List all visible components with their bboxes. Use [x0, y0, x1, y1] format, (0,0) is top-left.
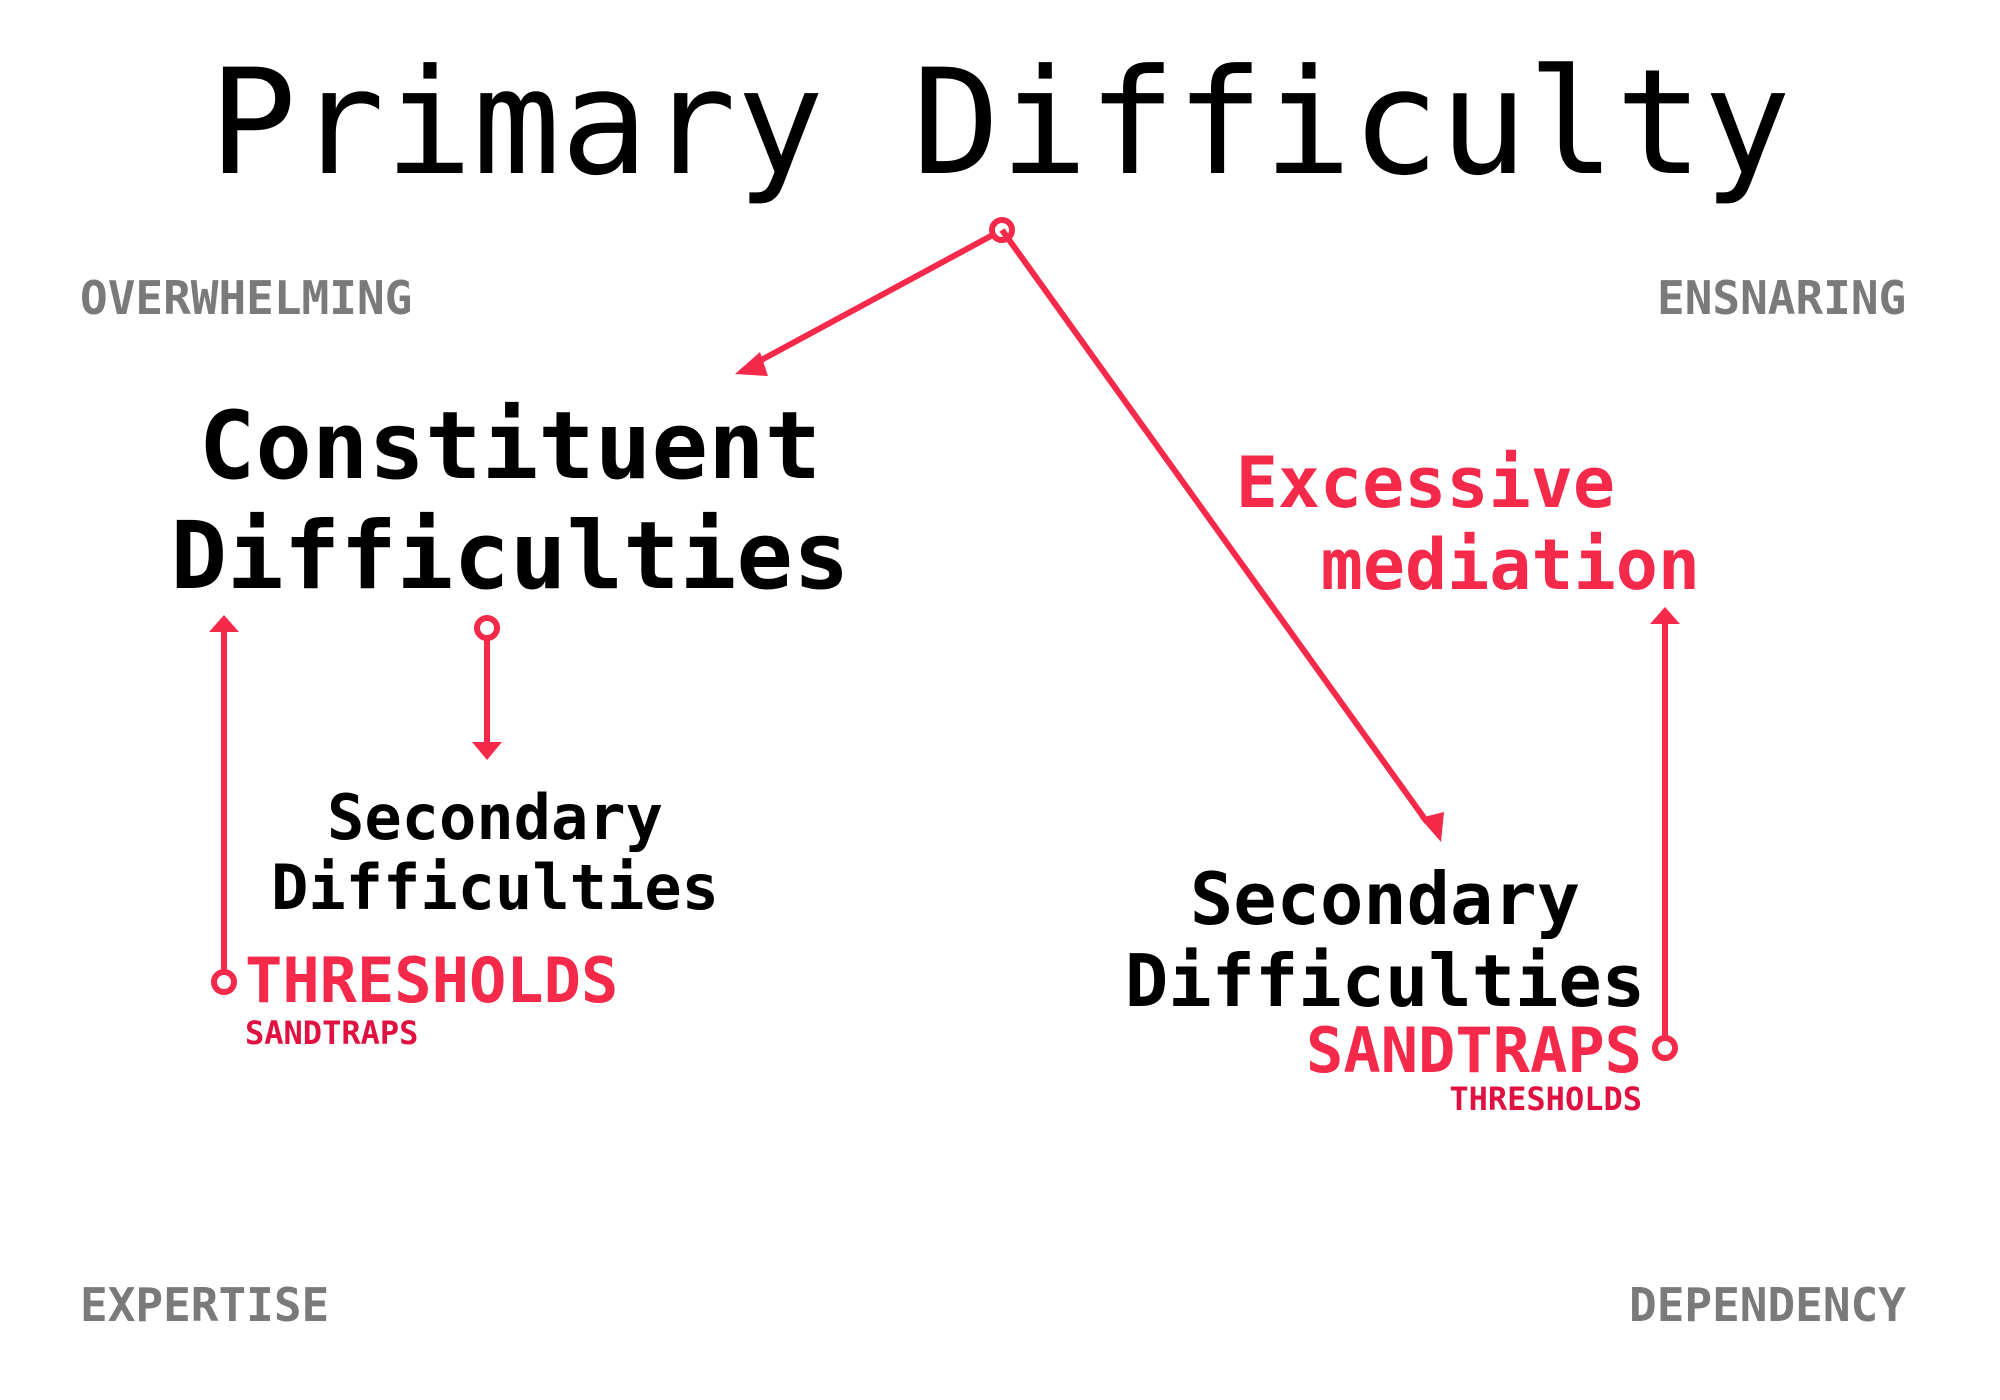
corner-label-bottom-left: EXPERTISE [80, 1278, 330, 1332]
arrow-thresholds-to-constituent [209, 615, 239, 995]
excessive-line-1: Excessive [1235, 442, 1615, 524]
arrow-constituent-to-left-secondary [472, 615, 502, 760]
right-thresholds-subtag: THRESHOLDS [1449, 1080, 1642, 1118]
left-sandtraps-subtag: SANDTRAPS [245, 1014, 419, 1052]
corner-label-top-left: OVERWHELMING [80, 271, 413, 325]
arrow-primary-to-constituent [735, 217, 1015, 376]
right-secondary-line-1: Secondary [1189, 857, 1581, 941]
diagram-title: Primary Difficulty [208, 38, 1792, 208]
right-secondary-difficulties-node: Secondary Difficulties [1090, 863, 1680, 1017]
constituent-line-1: Constituent [198, 392, 822, 501]
corner-label-bottom-right: DEPENDENCY [1629, 1278, 1906, 1332]
arrow-sandtraps-to-excessive-mediation [1650, 607, 1680, 1061]
constituent-difficulties-node: Constituent Difficulties [110, 400, 910, 604]
corner-label-top-right: ENSNARING [1657, 271, 1907, 325]
right-sandtraps-tag: SANDTRAPS [1306, 1014, 1642, 1087]
excessive-mediation-node: Excessive mediation [1100, 448, 1700, 600]
left-thresholds-tag: THRESHOLDS [245, 944, 619, 1017]
constituent-line-2: Difficulties [170, 502, 850, 611]
left-secondary-line-2: Difficulties [271, 851, 719, 924]
left-secondary-line-1: Secondary [327, 781, 663, 854]
right-secondary-line-2: Difficulties [1124, 939, 1646, 1023]
arrow-primary-to-right-secondary [999, 228, 1444, 842]
excessive-line-2: mediation [1320, 524, 1700, 606]
left-secondary-difficulties-node: Secondary Difficulties [200, 787, 790, 919]
